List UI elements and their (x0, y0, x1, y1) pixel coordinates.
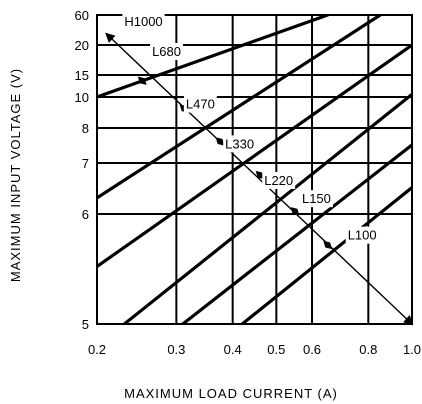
series-label-group-2: L470 (183, 95, 217, 113)
x-tick-label-6: 1.0 (403, 342, 421, 357)
series-label-bg-2 (183, 95, 217, 113)
divider-marker-back-3 (255, 170, 263, 178)
y-tick-label-0: 5 (82, 317, 89, 332)
tick-labels: 0.2 0.3 0.4 0.5 0.6 0.8 1.0 5 6 7 8 10 15 20 60 (75, 8, 422, 357)
x-axis-label: MAXIMUM LOAD CURRENT (A) (124, 386, 338, 401)
x-tick-label-5: 0.8 (359, 342, 377, 357)
y-tick-label-7: 60 (75, 8, 89, 23)
series-label-bg-3 (223, 135, 257, 153)
series-label-3: L330 (225, 136, 254, 151)
divider-marker-fwd-0 (139, 78, 147, 85)
series-label-0: H1000 (124, 14, 162, 29)
series-label-group-6: L100 (345, 226, 379, 244)
divider-marker-fwd-5 (325, 242, 333, 250)
grid (96, 14, 413, 325)
series-label-group-5: L150 (299, 190, 333, 208)
x-tick-label-3: 0.5 (267, 342, 285, 357)
y-tick-label-1: 6 (82, 207, 89, 222)
divider-marker-back-5 (323, 240, 331, 248)
series-label-2: L470 (186, 97, 215, 112)
series-label-group-3: L330 (223, 135, 257, 153)
divider-arrow (105, 32, 414, 326)
y-tick-label-5: 15 (75, 68, 89, 83)
x-tick-label-1: 0.3 (167, 342, 185, 357)
divider-marker-back-4 (290, 207, 298, 214)
series-label-bg-6 (345, 226, 379, 244)
series-label-group-4: L220 (262, 171, 296, 189)
y-tick-label-3: 8 (82, 121, 89, 136)
series-label-4: L220 (264, 173, 293, 188)
divider-marker-back-2 (215, 137, 223, 144)
series-label-bg-4 (262, 171, 296, 189)
y-tick-label-6: 20 (75, 38, 89, 53)
x-tick-label-0: 0.2 (88, 342, 106, 357)
y-axis-label: MAXIMUM INPUT VOLTAGE (V) (8, 68, 23, 282)
series-label-bg-5 (299, 190, 333, 208)
series-label-bg-1 (150, 42, 184, 60)
series-label-group-1: L680 (150, 42, 184, 60)
boundary-line-1 (97, 15, 382, 200)
divider-marker-fwd-2 (217, 138, 225, 146)
series-label-6: L100 (348, 228, 377, 243)
series-label-bg-0 (122, 13, 165, 31)
divider-marker-fwd-4 (292, 208, 300, 216)
y-tick-label-4: 10 (75, 90, 89, 105)
x-tick-label-2: 0.4 (224, 342, 242, 357)
x-tick-label-4: 0.6 (303, 342, 321, 357)
plot-frame (96, 14, 413, 325)
series-label-group-0: H1000 (122, 13, 165, 31)
series-label-5: L150 (302, 191, 331, 206)
y-tick-label-2: 7 (82, 156, 89, 171)
divider-marker-back-0 (137, 76, 145, 84)
boundary-lines (97, 15, 412, 324)
series-labels: H1000 L680 L470 L330 L220 L150 L100 (122, 13, 379, 244)
series-label-1: L680 (152, 44, 181, 59)
